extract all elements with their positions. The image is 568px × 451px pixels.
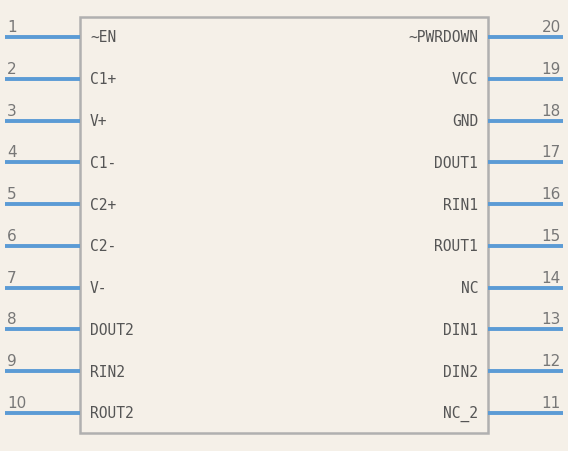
- Text: 10: 10: [7, 395, 26, 410]
- Text: 1: 1: [7, 20, 16, 35]
- Text: NC_2: NC_2: [443, 405, 478, 421]
- Text: C1+: C1+: [90, 72, 116, 87]
- Text: GND: GND: [452, 114, 478, 129]
- Text: DIN1: DIN1: [443, 322, 478, 337]
- Bar: [80, 18, 488, 433]
- Text: 9: 9: [7, 354, 16, 368]
- Text: NC: NC: [461, 281, 478, 295]
- Text: ROUT2: ROUT2: [90, 405, 133, 421]
- Text: 7: 7: [7, 270, 16, 285]
- Text: 4: 4: [7, 145, 16, 160]
- Text: 2: 2: [7, 62, 16, 77]
- Text: 19: 19: [542, 62, 561, 77]
- Text: 15: 15: [542, 228, 561, 244]
- Text: ROUT1: ROUT1: [435, 239, 478, 254]
- Text: V-: V-: [90, 281, 107, 295]
- Text: RIN1: RIN1: [443, 197, 478, 212]
- Text: RIN2: RIN2: [90, 364, 125, 379]
- Text: 8: 8: [7, 312, 16, 327]
- Text: 16: 16: [542, 187, 561, 202]
- Text: DIN2: DIN2: [443, 364, 478, 379]
- Text: 13: 13: [542, 312, 561, 327]
- Text: DOUT2: DOUT2: [90, 322, 133, 337]
- Text: C1-: C1-: [90, 156, 116, 170]
- Text: 20: 20: [542, 20, 561, 35]
- Text: ~PWRDOWN: ~PWRDOWN: [408, 30, 478, 46]
- Text: C2+: C2+: [90, 197, 116, 212]
- Text: VCC: VCC: [452, 72, 478, 87]
- Text: 3: 3: [7, 103, 16, 118]
- Text: V+: V+: [90, 114, 107, 129]
- Text: 18: 18: [542, 103, 561, 118]
- Text: 14: 14: [542, 270, 561, 285]
- Text: 5: 5: [7, 187, 16, 202]
- Text: DOUT1: DOUT1: [435, 156, 478, 170]
- Text: 11: 11: [542, 395, 561, 410]
- Text: 6: 6: [7, 228, 16, 244]
- Text: 12: 12: [542, 354, 561, 368]
- Text: C2-: C2-: [90, 239, 116, 254]
- Text: ~EN: ~EN: [90, 30, 116, 46]
- Text: 17: 17: [542, 145, 561, 160]
